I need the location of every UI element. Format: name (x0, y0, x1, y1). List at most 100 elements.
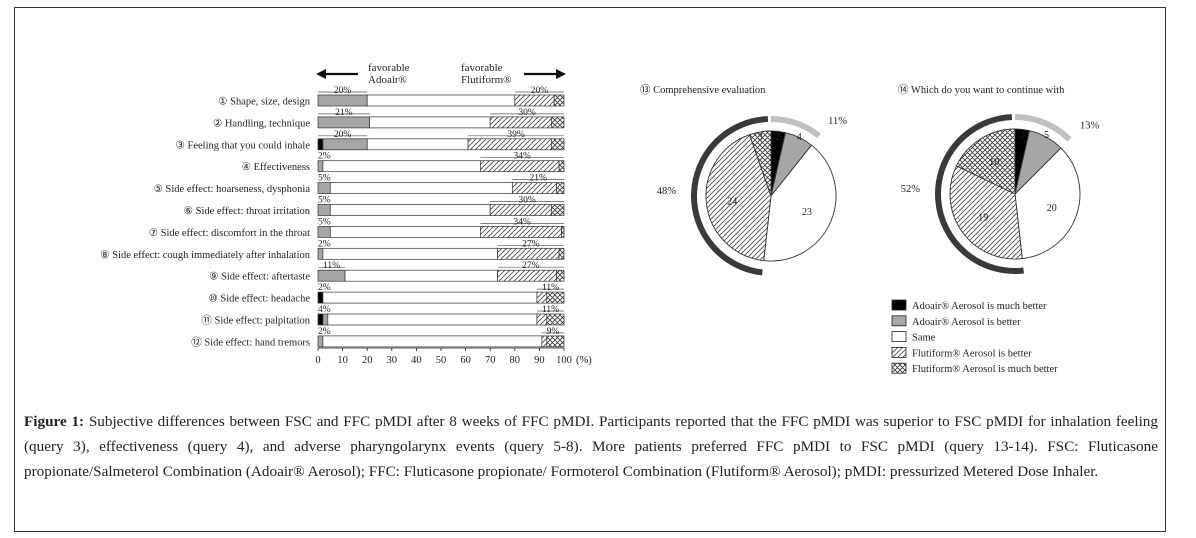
bar-row-label: ③ Feeling that you could inhale (175, 139, 310, 151)
bar-segment-same (322, 160, 481, 173)
x-tick-label: 90 (534, 355, 545, 366)
x-tick-label: 100 (556, 355, 572, 366)
pie-slice-flutiform_better (705, 134, 772, 262)
legend-swatch-adoair_much_better (891, 299, 907, 311)
x-tick-label: 20 (362, 355, 373, 366)
bar-left-pct: 2% (318, 239, 331, 249)
flutiform-arc (691, 116, 769, 276)
bar-segment-same (329, 182, 513, 194)
bar-segment-flutiform_better (514, 94, 555, 107)
bar-segment-adoair_better (322, 138, 368, 151)
legend-label: Adoair® Aerosol is much better (912, 301, 1047, 312)
bar-segment-same (329, 204, 491, 216)
bar-row-label: ① Shape, size, design (218, 96, 311, 108)
bar-row-label: ⑪ Side effect: palpitation (201, 315, 310, 327)
x-tick-label: 50 (436, 355, 447, 366)
bar-right-pct: 21% (529, 174, 547, 184)
bar-row-label: ⑤ Side effect: hoarseness, dysphonia (154, 183, 311, 195)
bar-left-pct: 2% (318, 327, 331, 337)
pie-slice-same (763, 144, 837, 262)
legend-label: Flutiform® Aerosol is much better (912, 364, 1058, 375)
caption-label: Figure 1: (24, 413, 85, 430)
bar-segment-flutiform_better (541, 335, 548, 348)
bar-segment-flutiform_better (489, 204, 553, 216)
pie-slice-label: 2 (776, 132, 781, 143)
bar-segment-adoair_much_better (317, 313, 324, 326)
x-tick-label: 0 (315, 355, 320, 366)
legend-swatch-flutiform_much_better (891, 362, 907, 374)
legend: Adoair® Aerosol is much better Adoair® Ae… (891, 299, 1058, 375)
bar-right-pct: 11% (542, 283, 559, 293)
bar-segment-flutiform_better (497, 269, 557, 282)
caption-text: Subjective differences between FSC and F… (24, 413, 1158, 480)
bar-segment-flutiform_better (467, 138, 553, 151)
figure-canvas: favorable Adoair® favorable Flutiform® ①… (100, 62, 1100, 375)
bar-left-pct: 5% (318, 174, 331, 184)
bar-row-label: ⑨ Side effect: aftertaste (209, 271, 310, 283)
pie-title: ⑬ Comprehensive evaluation (640, 84, 766, 96)
legend-swatch-same (891, 331, 907, 343)
bar-row-label: ④ Effectiveness (242, 161, 310, 173)
bar-left-pct: 4% (318, 305, 331, 315)
bar-row-label: ⑥ Side effect: throat irritation (184, 205, 311, 217)
bar-left-pct: 11% (323, 261, 340, 271)
bar-segment-flutiform_better (489, 116, 553, 129)
bar-right-pct: 27% (522, 239, 540, 249)
pie-flutiform-pct: 48% (657, 186, 677, 197)
bar-segment-adoair_better (317, 226, 331, 238)
pie-slice-label: 20 (1047, 203, 1057, 214)
bar-segment-flutiform_better (497, 247, 560, 260)
legend-swatch-flutiform_better (891, 346, 907, 358)
bar-right-pct: 30% (518, 108, 536, 118)
pie-slice-label: 19 (978, 213, 988, 224)
bar-segment-flutiform_much_better (551, 138, 565, 151)
bar-segment-same (329, 226, 481, 238)
bar-row-label: ⑧ Side effect: cough immediately after i… (100, 249, 311, 261)
bar-segment-same (366, 138, 469, 151)
legend-label: Flutiform® Aerosol is better (912, 348, 1032, 359)
x-tick-label: 70 (485, 355, 496, 366)
x-tick-label: 10 (337, 355, 348, 366)
bar-left-pct: 2% (318, 283, 331, 293)
pie-slice-same (1014, 147, 1081, 260)
pie-adoair-pct: 11% (828, 116, 847, 127)
bar-segment-flutiform_much_better (556, 269, 565, 282)
pie-chart-continue: ⑭ Which do you want to continue with 2 5 20… (898, 84, 1100, 274)
adoair-arc (770, 116, 821, 139)
pie-slice-label: 23 (802, 207, 812, 218)
bar-segment-flutiform_much_better (551, 116, 565, 129)
pie-title: ⑭ Which do you want to continue with (898, 84, 1065, 96)
bar-left-pct: 21% (335, 108, 353, 118)
legend-swatch-adoair_better (891, 315, 907, 327)
bar-row-label: ⑩ Side effect: headache (208, 293, 310, 305)
bar-segment-adoair_better (317, 160, 324, 173)
bar-chart-header: favorable Adoair® favorable Flutiform® (316, 62, 566, 86)
bar-segment-adoair_better (317, 94, 368, 107)
bar-left-pct: 5% (318, 217, 331, 227)
favorable-flutiform-line2: Flutiform® (461, 74, 512, 86)
pie-slice-label: 24 (727, 196, 737, 207)
bar-right-pct: 34% (513, 217, 531, 227)
bar-left-pct: 5% (318, 196, 331, 206)
bar-right-pct: 27% (522, 261, 540, 271)
bar-segment-flutiform_much_better (553, 94, 565, 107)
bar-left-pct: 20% (334, 130, 352, 140)
pie-slice-label: 4 (797, 132, 802, 143)
x-axis-label: (%) (576, 355, 592, 366)
favorable-adoair-line1: favorable (368, 62, 410, 74)
favorable-adoair-line2: Adoair® (368, 74, 407, 86)
left-arrow-icon (316, 69, 326, 79)
bar-left-pct: 20% (334, 86, 352, 96)
bar-segment-adoair_better (317, 204, 331, 216)
bar-segment-adoair_better (317, 335, 324, 348)
bar-right-pct: 20% (531, 86, 549, 96)
bar-segment-adoair_better (317, 116, 371, 129)
bar-chart: ① Shape, size, design 20% 20% ② Handling, t… (100, 86, 592, 366)
pie-slice-label: 3 (758, 132, 763, 143)
bar-right-pct: 30% (518, 196, 536, 206)
bar-segment-adoair_better (317, 247, 324, 260)
legend-label: Adoair® Aerosol is better (912, 317, 1021, 328)
pie-slice-flutiform_much_better (955, 128, 1016, 195)
pie-slice-flutiform_much_better (748, 130, 772, 197)
